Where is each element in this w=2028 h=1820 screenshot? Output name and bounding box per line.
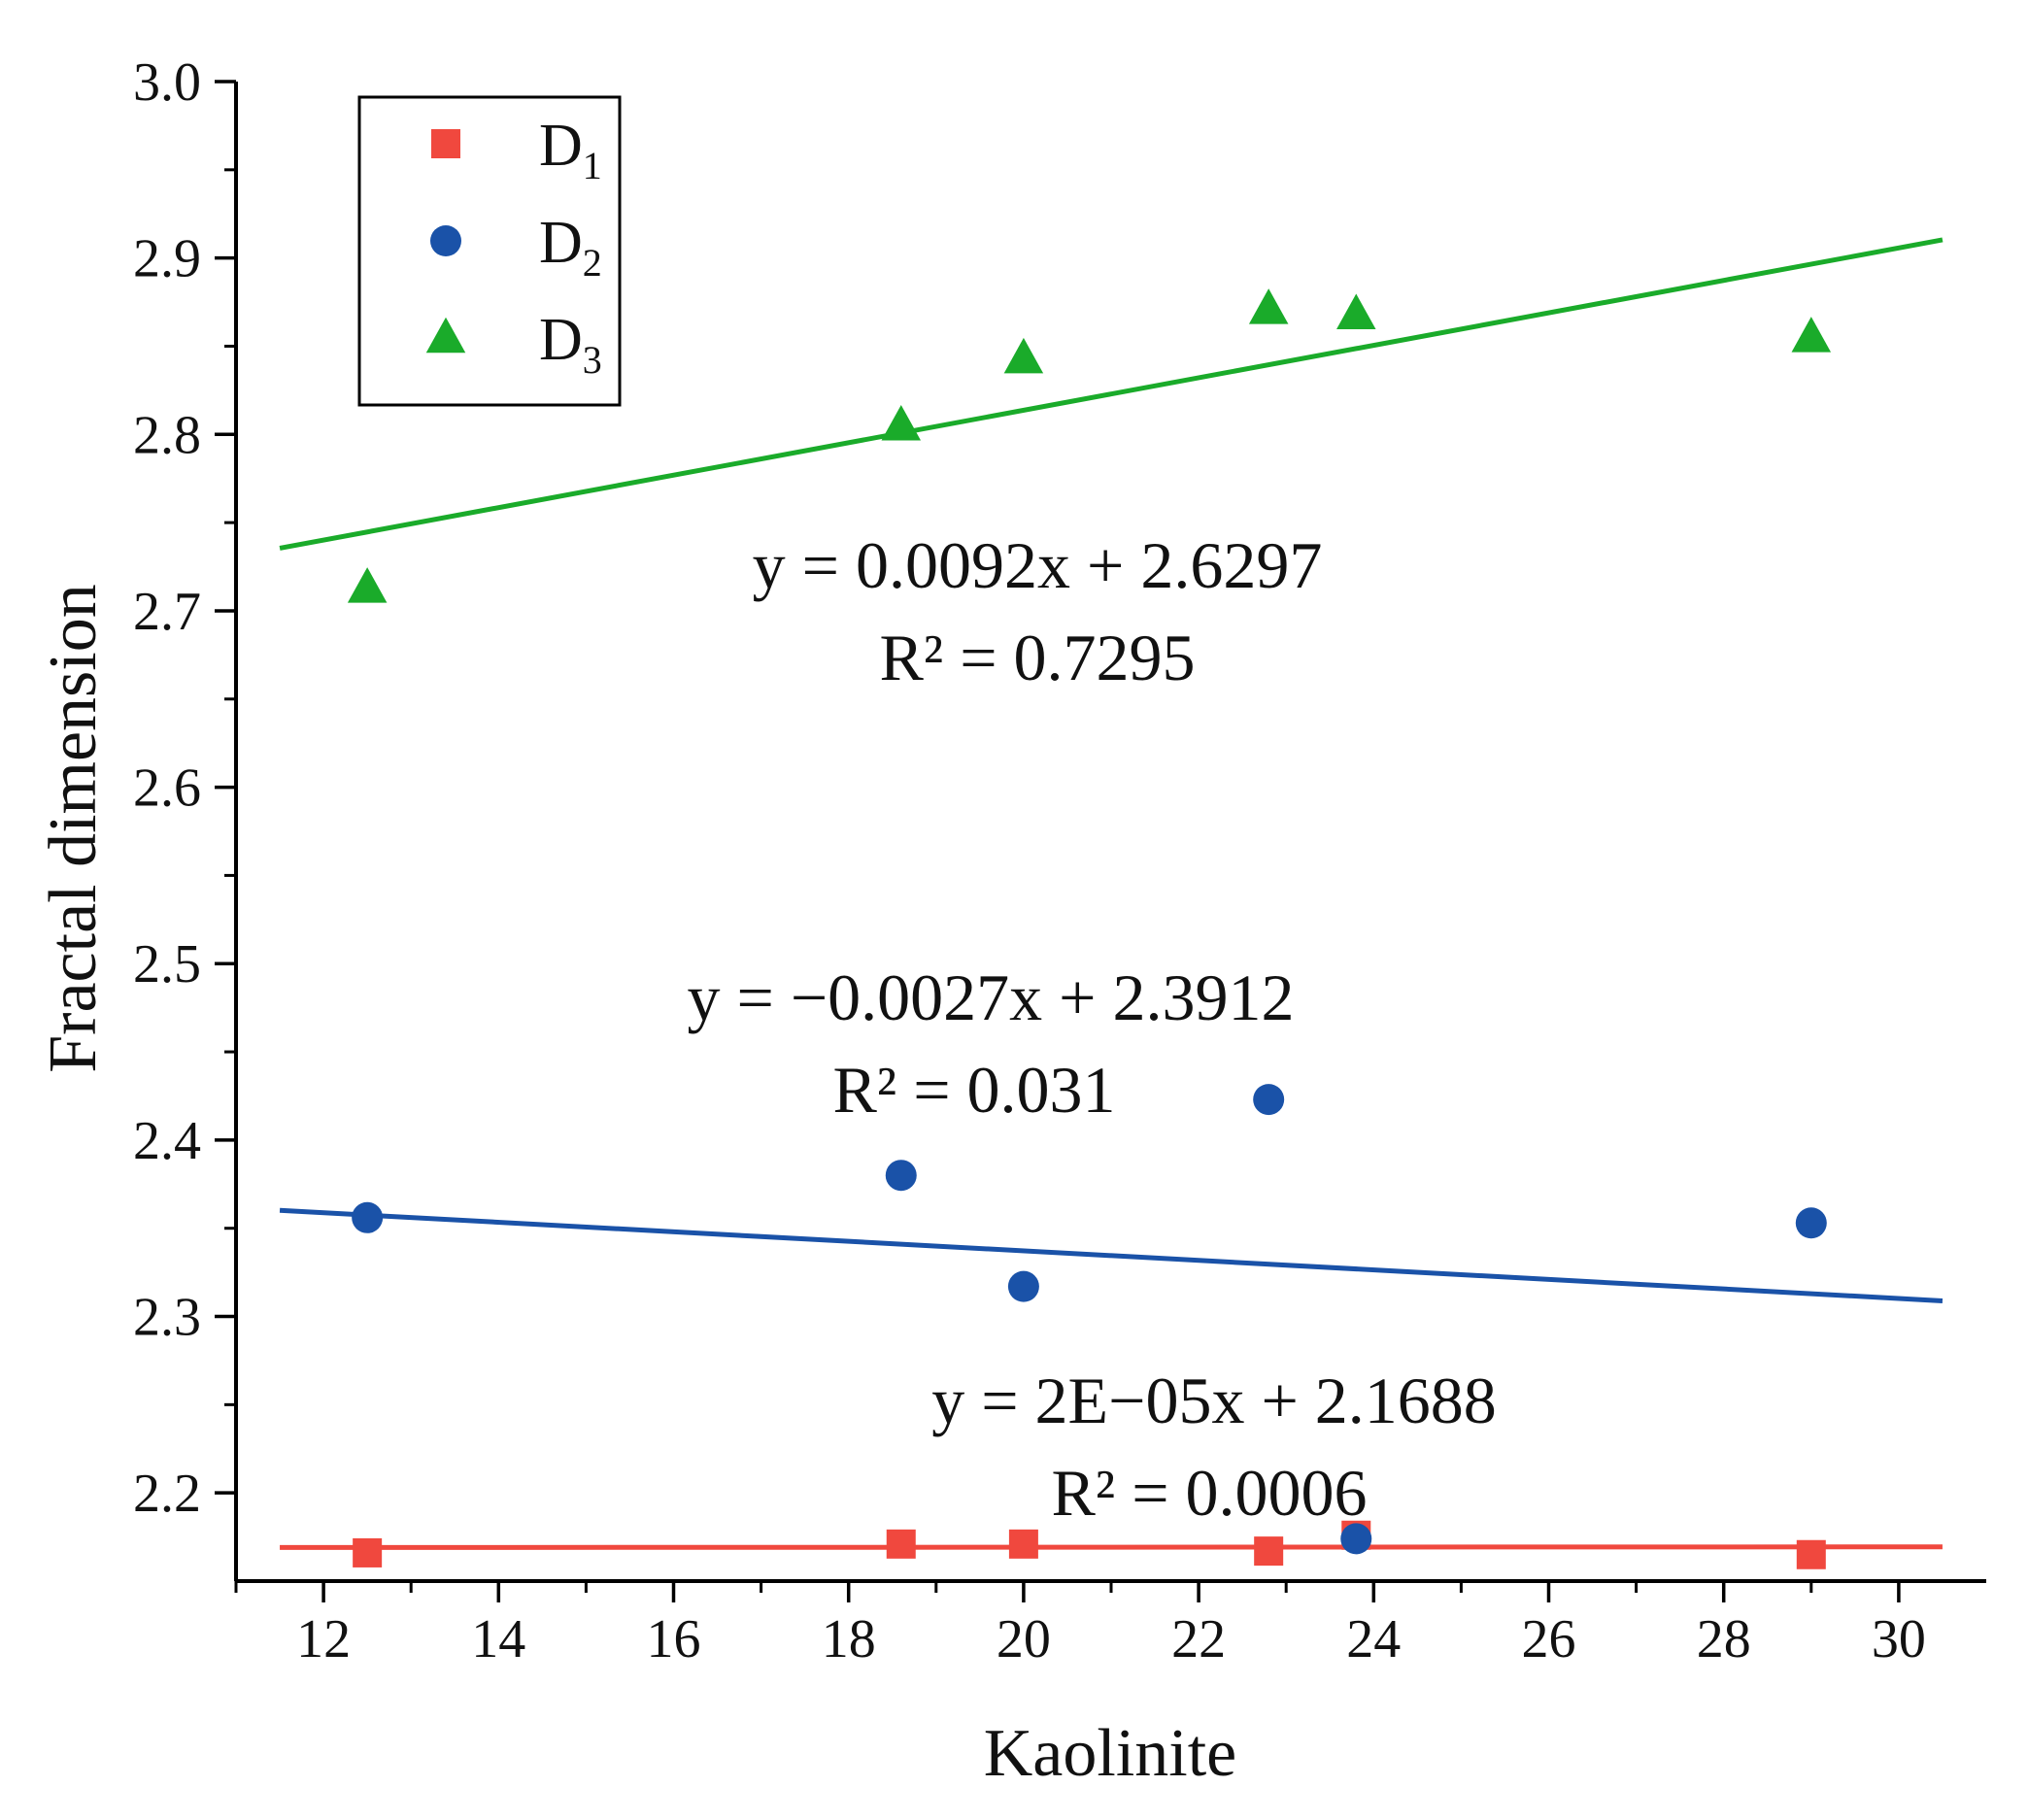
y-tick-label: 2.8 — [133, 405, 201, 465]
x-tick-label: 30 — [1872, 1609, 1926, 1669]
y-axis-title: Fractal dimension — [36, 584, 111, 1073]
x-tick-label: 28 — [1697, 1609, 1751, 1669]
data-point-d3 — [881, 404, 922, 441]
r-squared-d1: R² = 0.0006 — [1051, 1456, 1367, 1530]
data-point-d2 — [1340, 1523, 1372, 1555]
legend-marker-d1 — [431, 129, 460, 158]
legend-label-d3: D3 — [539, 307, 602, 382]
x-tick-label: 12 — [296, 1609, 351, 1669]
data-point-d3 — [1003, 337, 1044, 374]
legend-label-subscript: 1 — [583, 144, 602, 187]
data-point-d2 — [1007, 1270, 1039, 1302]
equation-d2: y = −0.0027x + 2.3912 — [687, 961, 1294, 1034]
r-squared-d2: R² = 0.031 — [832, 1053, 1115, 1127]
data-point-d2 — [885, 1160, 917, 1192]
data-point-d2 — [352, 1201, 384, 1233]
legend-label-subscript: 3 — [583, 338, 602, 382]
trend-line-d2 — [279, 1207, 1944, 1303]
legend-marker-d3 — [425, 317, 466, 354]
trend-line-d3 — [279, 237, 1944, 551]
data-point-d1 — [886, 1529, 916, 1559]
y-tick-label: 2.5 — [133, 934, 201, 994]
legend-label-d2: D2 — [539, 210, 602, 285]
trend-lines — [279, 237, 1944, 1550]
y-tick-label: 2.7 — [133, 582, 201, 642]
data-point-d2 — [1253, 1084, 1285, 1116]
legend-label-subscript: 2 — [583, 241, 602, 285]
x-tick-label: 22 — [1171, 1609, 1226, 1669]
data-point-d1 — [1796, 1539, 1826, 1569]
x-tick-label: 14 — [471, 1609, 525, 1669]
legend-label-main: D — [539, 307, 583, 373]
data-point-d3 — [1336, 293, 1376, 330]
fit-annotations: y = 2E−05x + 2.1688 R² = 0.0006 y = −0.002… — [687, 528, 1496, 1530]
y-tick-label: 2.9 — [133, 229, 201, 289]
data-point-d1 — [1254, 1536, 1284, 1567]
r-squared-d3: R² = 0.7295 — [879, 621, 1195, 694]
y-tick-label: 2.6 — [133, 758, 201, 819]
data-point-d3 — [347, 567, 388, 603]
legend-box — [357, 95, 622, 407]
x-tick-label: 20 — [997, 1609, 1051, 1669]
y-tick-label: 2.3 — [133, 1288, 201, 1348]
data-point-d3 — [1248, 288, 1289, 324]
data-point-d1 — [353, 1537, 383, 1567]
data-point-d3 — [1791, 317, 1832, 353]
axes: 12 14 16 18 20 22 24 26 28 302.22.32.42.52.62.72.… — [133, 52, 1986, 1669]
legend-label-main: D — [539, 210, 583, 276]
data-point-d2 — [1795, 1207, 1827, 1239]
x-tick-label: 16 — [647, 1609, 701, 1669]
data-points — [347, 288, 1832, 1569]
y-tick-label: 3.0 — [133, 52, 201, 113]
trend-line-d1 — [280, 1544, 1943, 1550]
y-tick-label: 2.4 — [133, 1111, 201, 1171]
legend-label-d1: D1 — [539, 113, 602, 187]
equation-d1: y = 2E−05x + 2.1688 — [931, 1364, 1497, 1437]
data-point-d1 — [1008, 1529, 1038, 1559]
x-tick-label: 26 — [1522, 1609, 1576, 1669]
legend-marker-d2 — [430, 225, 461, 256]
legend-label-main: D — [539, 113, 583, 179]
x-tick-label: 18 — [822, 1609, 876, 1669]
y-tick-label: 2.2 — [133, 1464, 201, 1524]
x-tick-label: 24 — [1346, 1609, 1401, 1669]
equation-d3: y = 0.0092x + 2.6297 — [753, 528, 1323, 602]
x-axis-title: Kaolinite — [984, 1716, 1236, 1791]
